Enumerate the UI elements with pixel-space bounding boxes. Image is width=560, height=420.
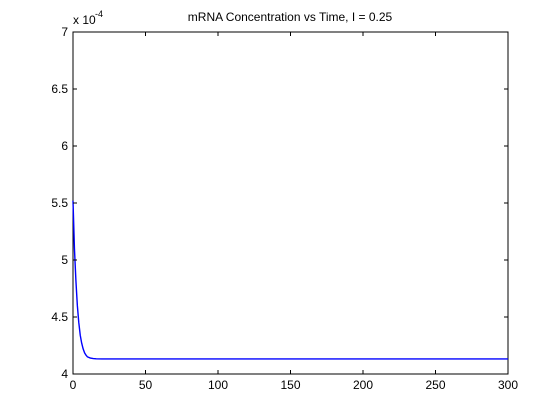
chart-title: mRNA Concentration vs Time, I = 0.25 (188, 10, 393, 24)
y-tick-label: 4.5 (51, 310, 68, 324)
x-tick-label: 250 (425, 378, 445, 392)
y-tick-label: 5 (61, 253, 68, 267)
x-tick-label: 0 (70, 378, 77, 392)
x-tick-label: 300 (498, 378, 518, 392)
y-tick-label: 4 (61, 367, 68, 381)
plot-area (72, 31, 509, 375)
y-axis-multiplier-base: x 10 (73, 13, 96, 27)
y-axis-multiplier-exponent: -4 (95, 9, 103, 19)
x-tick-label: 200 (353, 378, 373, 392)
y-tick-label: 6 (61, 139, 68, 153)
series-layer (72, 200, 508, 360)
x-axis: 0 50 100 150 200 250 300 (70, 32, 518, 392)
series-line (72, 200, 508, 360)
y-axis: 4 4.5 5 5.5 6 6.5 7 (51, 25, 508, 381)
x-tick-label: 50 (139, 378, 153, 392)
x-tick-label: 100 (208, 378, 228, 392)
y-tick-label: 6.5 (51, 82, 68, 96)
y-tick-label: 5.5 (51, 196, 68, 210)
y-tick-label: 7 (61, 25, 68, 39)
y-axis-multiplier: x 10 -4 (73, 9, 103, 27)
x-tick-label: 150 (280, 378, 300, 392)
